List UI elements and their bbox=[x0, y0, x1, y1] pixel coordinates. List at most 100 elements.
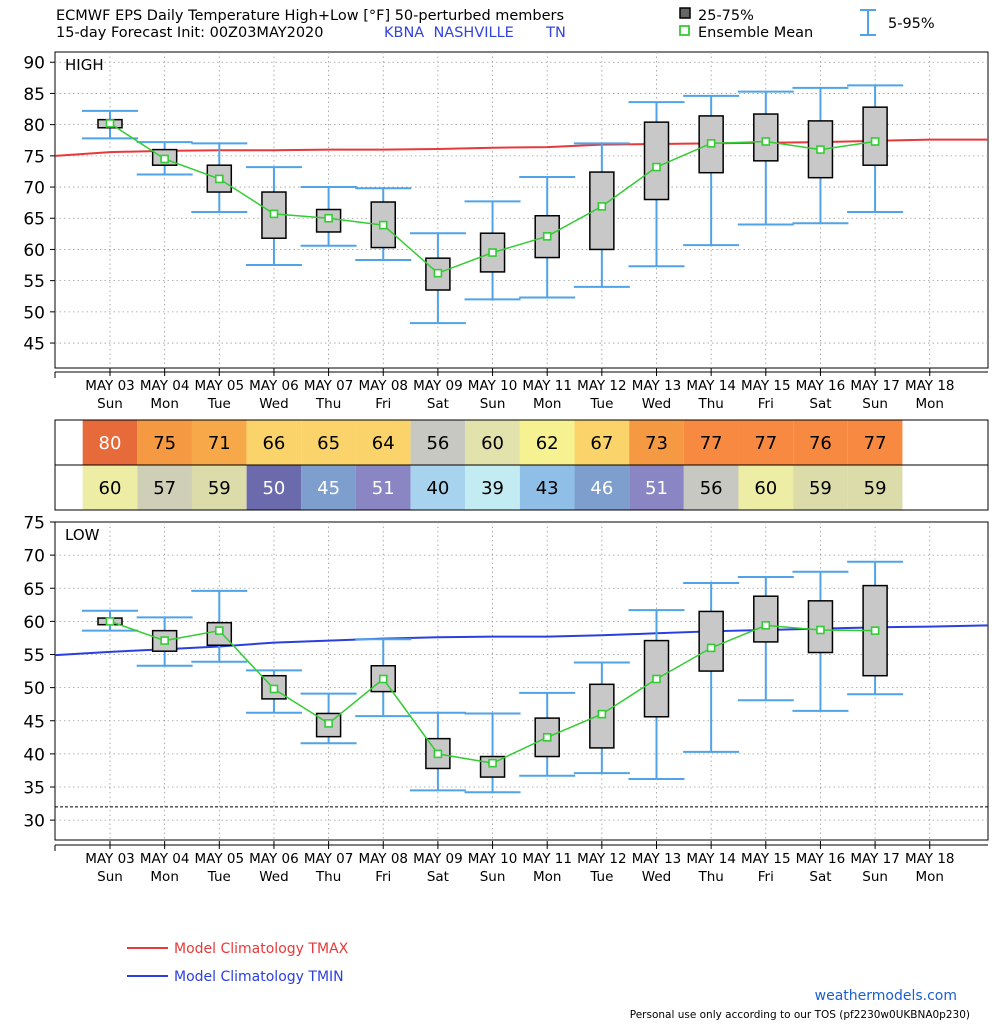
date-label: MAY 09 bbox=[413, 851, 463, 867]
low-date-axis: MAY 03 Sun MAY 04 Mon MAY 05 Tue MAY 06 Wed MAY … bbox=[54, 841, 988, 885]
date-label: MAY 03 bbox=[85, 851, 135, 867]
ensemble-mean-marker bbox=[215, 174, 224, 184]
high-value-label: 76 bbox=[809, 433, 832, 454]
y-tick-label: 35 bbox=[23, 779, 45, 799]
panel-frame bbox=[54, 521, 989, 841]
weekday-label: Thu bbox=[315, 869, 341, 885]
weekday-label: Mon bbox=[150, 869, 178, 885]
whisker-may-13 bbox=[628, 101, 685, 268]
low-value-cell bbox=[191, 465, 247, 510]
date-label: MAY 10 bbox=[468, 851, 518, 867]
date-label: MAY 07 bbox=[304, 378, 354, 394]
whisker-may-05 bbox=[191, 142, 248, 213]
date-label: MAY 09 bbox=[413, 378, 463, 394]
high-value-cell bbox=[137, 420, 192, 465]
weekday-label: Tue bbox=[207, 396, 231, 412]
high-value-label: 73 bbox=[645, 433, 668, 454]
chart-title-line2: 15-day Forecast Init: 00Z03MAY2020 bbox=[56, 25, 324, 41]
box-25-75 bbox=[698, 115, 724, 174]
high-value-cell bbox=[738, 420, 794, 465]
weekday-label: Sun bbox=[862, 869, 888, 885]
legend-tmax-label: Model Climatology TMAX bbox=[174, 941, 349, 957]
date-label: MAY 14 bbox=[686, 378, 736, 394]
weekday-label: Sun bbox=[97, 869, 123, 885]
whisker-may-11 bbox=[519, 176, 576, 299]
legend-tmin-label: Model Climatology TMIN bbox=[174, 969, 344, 985]
whisker-may-16 bbox=[792, 86, 849, 225]
ensemble-mean-marker bbox=[542, 733, 552, 742]
weekday-label: Mon bbox=[533, 396, 561, 412]
weekday-label: Mon bbox=[150, 396, 178, 412]
ensemble-mean-marker bbox=[105, 617, 115, 626]
y-tick-label: 50 bbox=[23, 303, 45, 323]
low-value-cell bbox=[683, 465, 739, 510]
low-value-cell bbox=[301, 465, 356, 510]
weekday-label: Mon bbox=[916, 396, 944, 412]
whisker-may-03 bbox=[82, 109, 138, 140]
y-tick-label: 75 bbox=[23, 147, 45, 167]
legend-mean-label: Ensemble Mean bbox=[698, 25, 813, 41]
box-25-75 bbox=[862, 106, 888, 166]
date-label: MAY 14 bbox=[686, 851, 736, 867]
high-value-label: 77 bbox=[864, 433, 887, 454]
weekday-label: Fri bbox=[375, 396, 391, 412]
whisker-may-09 bbox=[409, 232, 466, 325]
ensemble-mean-marker bbox=[870, 137, 880, 146]
whisker-may-16 bbox=[792, 570, 849, 712]
weekday-label: Fri bbox=[758, 869, 774, 885]
whisker-may-10 bbox=[464, 712, 521, 794]
whisker-may-12 bbox=[573, 142, 630, 288]
date-label: MAY 06 bbox=[249, 851, 299, 867]
ensemble-mean-marker bbox=[652, 674, 661, 684]
ensemble-mean-marker bbox=[269, 684, 279, 694]
ensemble-mean-marker bbox=[597, 709, 607, 719]
date-label: MAY 16 bbox=[796, 851, 846, 867]
low-value-label: 45 bbox=[317, 478, 340, 499]
ensemble-mean-marker bbox=[488, 758, 497, 768]
box-25-75 bbox=[753, 595, 779, 643]
low-value-label: 56 bbox=[700, 478, 723, 499]
low-value-cell bbox=[137, 465, 192, 510]
y-tick-label: 70 bbox=[23, 547, 45, 567]
panel-title: HIGH bbox=[65, 56, 104, 74]
low-value-label: 39 bbox=[481, 478, 504, 499]
low-value-cell bbox=[738, 465, 794, 510]
y-tick-label: 55 bbox=[23, 272, 45, 292]
low-value-label: 59 bbox=[864, 478, 887, 499]
date-label: MAY 10 bbox=[468, 378, 518, 394]
panel-frame bbox=[54, 51, 989, 369]
weekday-label: Wed bbox=[642, 869, 671, 885]
date-label: MAY 11 bbox=[522, 378, 572, 394]
weekday-label: Sat bbox=[427, 869, 449, 885]
date-label: MAY 12 bbox=[577, 851, 627, 867]
high-value-cell bbox=[191, 420, 247, 465]
box-25-75 bbox=[698, 610, 724, 672]
whisker-may-13 bbox=[628, 609, 685, 781]
legend-whisker-label: 5-95% bbox=[888, 16, 935, 32]
low-value-label: 43 bbox=[536, 478, 559, 499]
low-value-label: 51 bbox=[372, 478, 395, 499]
legend-box-label: 25-75% bbox=[698, 8, 754, 24]
high-value-label: 67 bbox=[590, 433, 613, 454]
y-tick-label: 85 bbox=[23, 85, 45, 105]
y-tick-label: 45 bbox=[23, 335, 45, 355]
date-label: MAY 13 bbox=[632, 851, 682, 867]
date-label: MAY 15 bbox=[741, 378, 791, 394]
weekday-label: Tue bbox=[207, 869, 231, 885]
y-tick-label: 65 bbox=[23, 210, 45, 230]
high-value-cell bbox=[246, 420, 302, 465]
low-value-cell bbox=[847, 465, 903, 510]
weekday-label: Thu bbox=[315, 396, 341, 412]
site-credit[interactable]: weathermodels.com bbox=[815, 988, 957, 1004]
weekday-label: Wed bbox=[642, 396, 671, 412]
ensemble-mean-marker bbox=[433, 749, 443, 759]
box-25-75 bbox=[807, 600, 834, 654]
high-value-cell bbox=[410, 420, 466, 465]
low-value-label: 60 bbox=[99, 478, 122, 499]
date-label: MAY 16 bbox=[796, 378, 846, 394]
low-value-cell bbox=[410, 465, 466, 510]
y-tick-label: 60 bbox=[23, 613, 45, 633]
weekday-label: Sat bbox=[809, 396, 831, 412]
weekday-label: Thu bbox=[697, 869, 723, 885]
low-value-label: 59 bbox=[208, 478, 231, 499]
